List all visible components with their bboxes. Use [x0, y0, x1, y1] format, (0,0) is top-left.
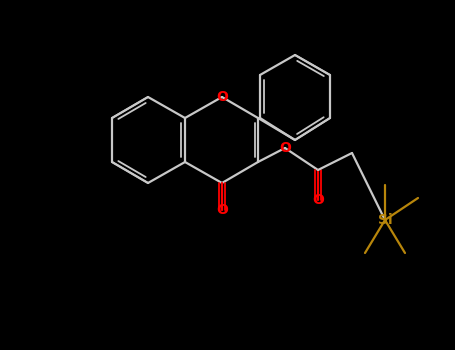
Text: Si: Si: [378, 213, 392, 227]
Text: O: O: [279, 141, 291, 155]
Text: O: O: [216, 203, 228, 217]
Text: O: O: [216, 90, 228, 104]
Text: O: O: [312, 193, 324, 207]
